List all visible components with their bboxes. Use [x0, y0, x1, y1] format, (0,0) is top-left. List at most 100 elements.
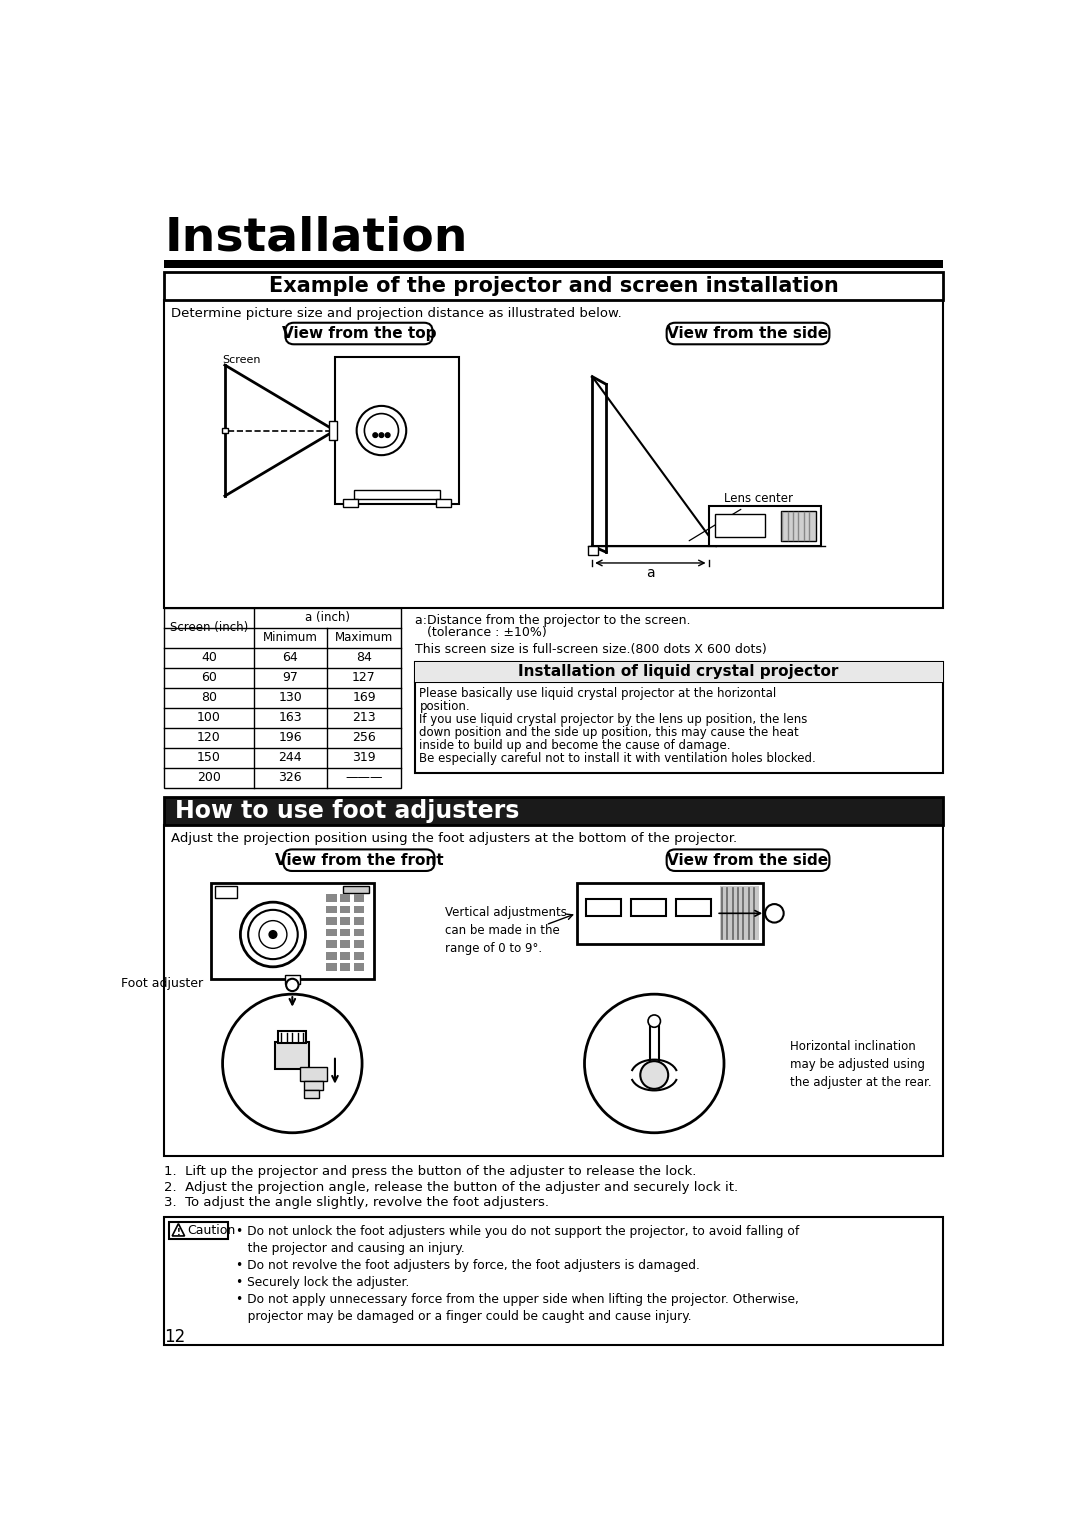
FancyBboxPatch shape — [285, 322, 433, 344]
Text: 169: 169 — [352, 691, 376, 704]
Text: View from the side: View from the side — [667, 325, 828, 341]
Circle shape — [640, 1060, 669, 1089]
Circle shape — [286, 979, 298, 992]
Text: 60: 60 — [201, 671, 217, 685]
Text: View from the top: View from the top — [282, 325, 436, 341]
Circle shape — [373, 432, 378, 437]
Text: • Do not revolve the foot adjusters by force, the foot adjusters is damaged.: • Do not revolve the foot adjusters by f… — [235, 1259, 700, 1271]
Text: 163: 163 — [279, 711, 302, 724]
Text: 40: 40 — [201, 651, 217, 665]
Text: Minimum: Minimum — [262, 631, 318, 645]
Text: 213: 213 — [352, 711, 376, 724]
Text: a:Distance from the projector to the screen.: a:Distance from the projector to the scr… — [415, 614, 690, 626]
Bar — [631, 900, 666, 917]
Bar — [339, 894, 350, 902]
Bar — [353, 906, 364, 914]
Bar — [353, 929, 364, 937]
Text: Lens center: Lens center — [689, 492, 793, 541]
Bar — [164, 798, 943, 825]
Text: Horizontal inclination
may be adjusted using
the adjuster at the rear.: Horizontal inclination may be adjusted u… — [789, 1041, 931, 1089]
Bar — [354, 490, 440, 500]
Bar — [715, 513, 765, 536]
Bar — [170, 1222, 228, 1239]
Bar — [649, 1021, 659, 1071]
Text: Maximum: Maximum — [335, 631, 393, 645]
Text: 100: 100 — [197, 711, 221, 724]
Bar — [164, 260, 943, 267]
FancyBboxPatch shape — [666, 850, 829, 871]
Text: (tolerance : ±10%): (tolerance : ±10%) — [415, 626, 546, 639]
Bar — [215, 886, 237, 898]
Bar — [339, 917, 350, 924]
Text: 80: 80 — [201, 691, 217, 704]
Text: !: ! — [176, 1227, 180, 1236]
Bar — [300, 1068, 327, 1082]
Text: a (inch): a (inch) — [305, 611, 350, 623]
Text: the projector and causing an injury.: the projector and causing an injury. — [235, 1242, 464, 1254]
Text: projector may be damaged or a finger could be caught and cause injury.: projector may be damaged or a finger cou… — [235, 1309, 691, 1323]
Bar — [339, 929, 350, 937]
Text: 127: 127 — [352, 671, 376, 685]
Bar — [326, 929, 337, 937]
Bar — [676, 900, 711, 917]
Bar — [720, 886, 759, 940]
Bar — [326, 917, 337, 924]
Bar — [335, 358, 459, 504]
Text: 200: 200 — [197, 772, 221, 784]
Bar — [303, 1082, 323, 1091]
Text: a: a — [646, 565, 654, 581]
Text: Vertical adjustments
can be made in the
range of 0 to 9°.: Vertical adjustments can be made in the … — [445, 906, 567, 955]
Bar — [328, 422, 337, 440]
Text: Foot adjuster: Foot adjuster — [121, 976, 203, 990]
Bar — [353, 894, 364, 902]
Text: Please basically use liquid crystal projector at the horizontal: Please basically use liquid crystal proj… — [419, 688, 777, 700]
Bar — [284, 975, 300, 984]
Circle shape — [648, 1015, 661, 1027]
Bar — [589, 545, 597, 555]
Text: 97: 97 — [283, 671, 298, 685]
Text: Screen (inch): Screen (inch) — [170, 622, 248, 634]
Bar — [275, 1042, 309, 1070]
Text: 319: 319 — [352, 752, 376, 764]
Bar — [339, 952, 350, 960]
Bar — [164, 608, 401, 788]
Text: 1.  Lift up the projector and press the button of the adjuster to release the lo: 1. Lift up the projector and press the b… — [164, 1166, 697, 1178]
Bar — [326, 906, 337, 914]
Bar — [339, 906, 350, 914]
Bar — [342, 886, 369, 894]
Text: This screen size is full-screen size.(800 dots X 600 dots): This screen size is full-screen size.(80… — [415, 643, 767, 656]
Circle shape — [269, 931, 276, 938]
Text: Screen: Screen — [222, 354, 261, 365]
Text: 12: 12 — [164, 1328, 186, 1346]
Bar — [339, 963, 350, 972]
Text: 130: 130 — [279, 691, 302, 704]
Bar — [164, 272, 943, 299]
Text: Be especially careful not to install it with ventilation holes blocked.: Be especially careful not to install it … — [419, 752, 816, 766]
Bar — [339, 940, 350, 947]
Bar — [415, 662, 943, 773]
Bar — [164, 1218, 943, 1345]
Text: 64: 64 — [283, 651, 298, 665]
Text: 326: 326 — [279, 772, 302, 784]
Bar — [326, 952, 337, 960]
Text: • Securely lock the adjuster.: • Securely lock the adjuster. — [235, 1276, 409, 1290]
Bar — [164, 299, 943, 608]
Bar — [781, 510, 816, 541]
Text: Adjust the projection position using the foot adjusters at the bottom of the pro: Adjust the projection position using the… — [171, 833, 737, 845]
Bar — [353, 963, 364, 972]
Bar — [353, 917, 364, 924]
Bar — [586, 900, 621, 917]
FancyBboxPatch shape — [283, 850, 434, 871]
Bar — [353, 952, 364, 960]
Bar — [303, 1091, 320, 1099]
Bar — [415, 662, 943, 683]
Circle shape — [379, 432, 383, 437]
Circle shape — [386, 432, 390, 437]
Text: 84: 84 — [356, 651, 372, 665]
Text: Determine picture size and projection distance as illustrated below.: Determine picture size and projection di… — [171, 307, 621, 321]
Text: How to use foot adjusters: How to use foot adjusters — [175, 799, 519, 824]
Bar — [326, 940, 337, 947]
Text: position.: position. — [419, 700, 470, 714]
Text: inside to build up and become the cause of damage.: inside to build up and become the cause … — [419, 740, 731, 752]
Text: If you use liquid crystal projector by the lens up position, the lens: If you use liquid crystal projector by t… — [419, 714, 808, 726]
